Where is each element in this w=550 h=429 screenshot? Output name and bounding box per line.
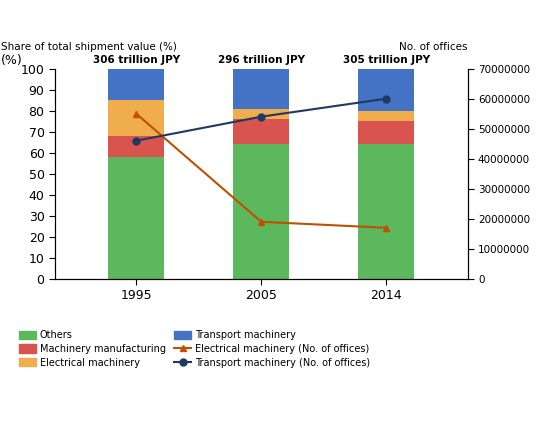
Legend: Others, Machinery manufacturing, Electrical machinery, Transport machinery, Elec: Others, Machinery manufacturing, Electri…	[19, 330, 370, 368]
Text: (%): (%)	[1, 54, 23, 66]
Bar	[358, 121, 414, 144]
Bar	[358, 144, 414, 279]
Bar	[108, 157, 164, 279]
Bar	[108, 136, 164, 157]
Bar	[233, 109, 289, 119]
Bar	[233, 119, 289, 144]
Text: No. of offices: No. of offices	[399, 42, 468, 52]
Bar	[358, 69, 414, 111]
Bar	[108, 100, 164, 136]
Bar	[233, 69, 289, 109]
Text: 296 trillion JPY: 296 trillion JPY	[218, 55, 305, 66]
Text: 305 trillion JPY: 305 trillion JPY	[343, 55, 430, 66]
Text: 306 trillion JPY: 306 trillion JPY	[93, 55, 180, 66]
Bar	[233, 144, 289, 279]
Bar	[358, 111, 414, 121]
Bar	[108, 69, 164, 100]
Text: Share of total shipment value (%): Share of total shipment value (%)	[1, 42, 177, 52]
